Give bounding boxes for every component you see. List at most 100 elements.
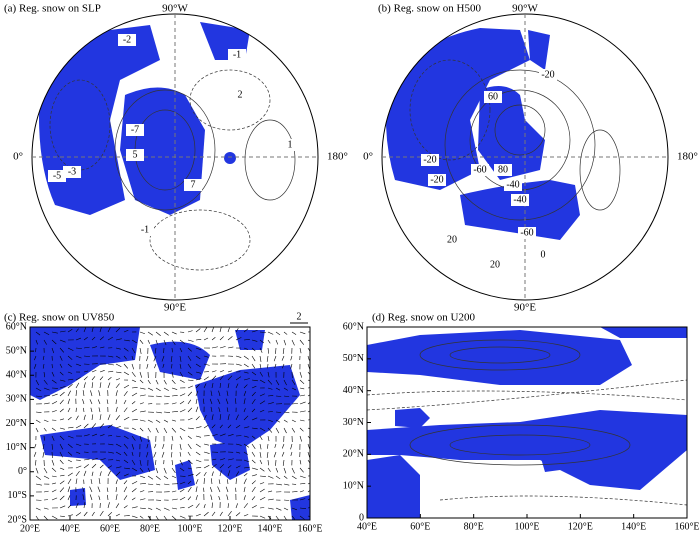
contour-label: -5 (53, 170, 61, 181)
wind-arrow (51, 427, 56, 431)
wind-arrow (43, 419, 49, 423)
wind-arrow (267, 395, 274, 397)
wind-arrow (259, 400, 266, 405)
wind-arrow (275, 379, 280, 386)
wind-arrow (219, 433, 226, 437)
wind-arrow (283, 475, 288, 479)
wind-arrow (75, 465, 82, 469)
contour-label: -7 (131, 124, 139, 135)
wind-arrow (115, 443, 122, 447)
wind-arrow (251, 480, 256, 485)
wind-arrow (67, 486, 71, 493)
wind-arrow (43, 379, 48, 385)
wind-arrow (67, 451, 73, 456)
wind-arrow (187, 473, 194, 477)
wind-arrow (163, 387, 169, 391)
wind-arrow (115, 390, 118, 397)
wind-arrow (51, 443, 53, 450)
label-bg (136, 224, 154, 236)
wind-arrow (203, 424, 209, 429)
wind-arrow (243, 384, 248, 389)
wind-arrow (91, 433, 98, 437)
wind-arrow (243, 328, 249, 333)
wind-arrow (163, 507, 170, 511)
lat-label: 50°N (343, 353, 364, 364)
wind-arrow (59, 443, 64, 450)
wind-arrow (307, 489, 310, 493)
wind-arrow (82, 398, 85, 405)
wind-arrow (187, 330, 193, 333)
wind-arrow (290, 443, 293, 450)
wind-arrow (131, 515, 138, 518)
wind-arrow (131, 435, 136, 441)
wind-arrow (146, 451, 149, 458)
wind-arrow (123, 407, 128, 413)
wind-arrow (275, 467, 279, 473)
wind-arrow (59, 474, 65, 477)
wind-arrow (59, 379, 66, 382)
wind-arrow (235, 471, 240, 477)
wind-arrow (147, 507, 153, 510)
wind-arrow (99, 434, 105, 437)
wind-arrow (139, 379, 144, 384)
wind-arrow (187, 467, 192, 470)
wind-arrow (171, 331, 177, 335)
wind-arrow (123, 416, 130, 421)
wind-arrow (59, 467, 65, 470)
wind-arrow (97, 486, 101, 493)
wind-arrow (123, 505, 128, 509)
wind-arrow (227, 424, 232, 429)
wind-arrow (259, 488, 265, 493)
wind-arrow (59, 347, 65, 353)
wind-arrow (43, 490, 49, 493)
wind-arrow (147, 339, 151, 344)
wind-arrow (179, 363, 182, 369)
lat-label: 50°N (6, 345, 27, 356)
wind-arrow (91, 370, 97, 373)
wind-arrow (291, 507, 298, 511)
wind-arrow (123, 355, 127, 360)
wind-arrow (155, 515, 159, 520)
wind-arrow (307, 451, 310, 458)
wind-arrow (211, 433, 218, 437)
wind-arrow (43, 387, 50, 391)
wind-arrow (67, 514, 73, 517)
wind-arrow (195, 339, 202, 341)
wind-arrow (179, 347, 183, 353)
wind-arrow (235, 414, 239, 421)
lon-label: 160°E (297, 523, 322, 534)
wind-arrow (203, 478, 205, 485)
wind-arrow (179, 481, 186, 485)
wind-arrow (266, 355, 269, 362)
wind-arrow (99, 376, 104, 381)
wind-arrow (307, 379, 310, 382)
wind-arrow (267, 467, 271, 472)
wind-arrow (227, 503, 229, 509)
wind-arrow (59, 391, 65, 397)
wind-arrow (267, 490, 273, 493)
wind-arrow (195, 479, 199, 485)
lat-label: 10°N (343, 480, 364, 491)
wind-arrow (267, 498, 274, 501)
wind-arrow (211, 458, 217, 461)
lon-label: 120°E (568, 521, 593, 532)
wind-arrow (283, 507, 289, 511)
wind-arrow (67, 363, 72, 368)
wind-arrow (115, 486, 117, 493)
wind-arrow (155, 387, 161, 392)
wind-arrow (154, 363, 157, 369)
wind-arrow (99, 382, 102, 389)
wind-arrow (187, 496, 192, 501)
wind-arrow (51, 435, 55, 441)
wind-arrow (131, 386, 138, 389)
wind-arrow (179, 371, 184, 378)
wind-arrow (89, 494, 93, 501)
wind-arrow (291, 387, 297, 391)
wind-arrow (291, 491, 298, 493)
wind-arrow (107, 382, 111, 389)
lat-label: 20°S (7, 514, 27, 525)
wind-arrow (163, 411, 171, 413)
wind-arrow (107, 363, 114, 366)
wind-arrow (187, 417, 193, 421)
wind-arrow (243, 459, 250, 463)
